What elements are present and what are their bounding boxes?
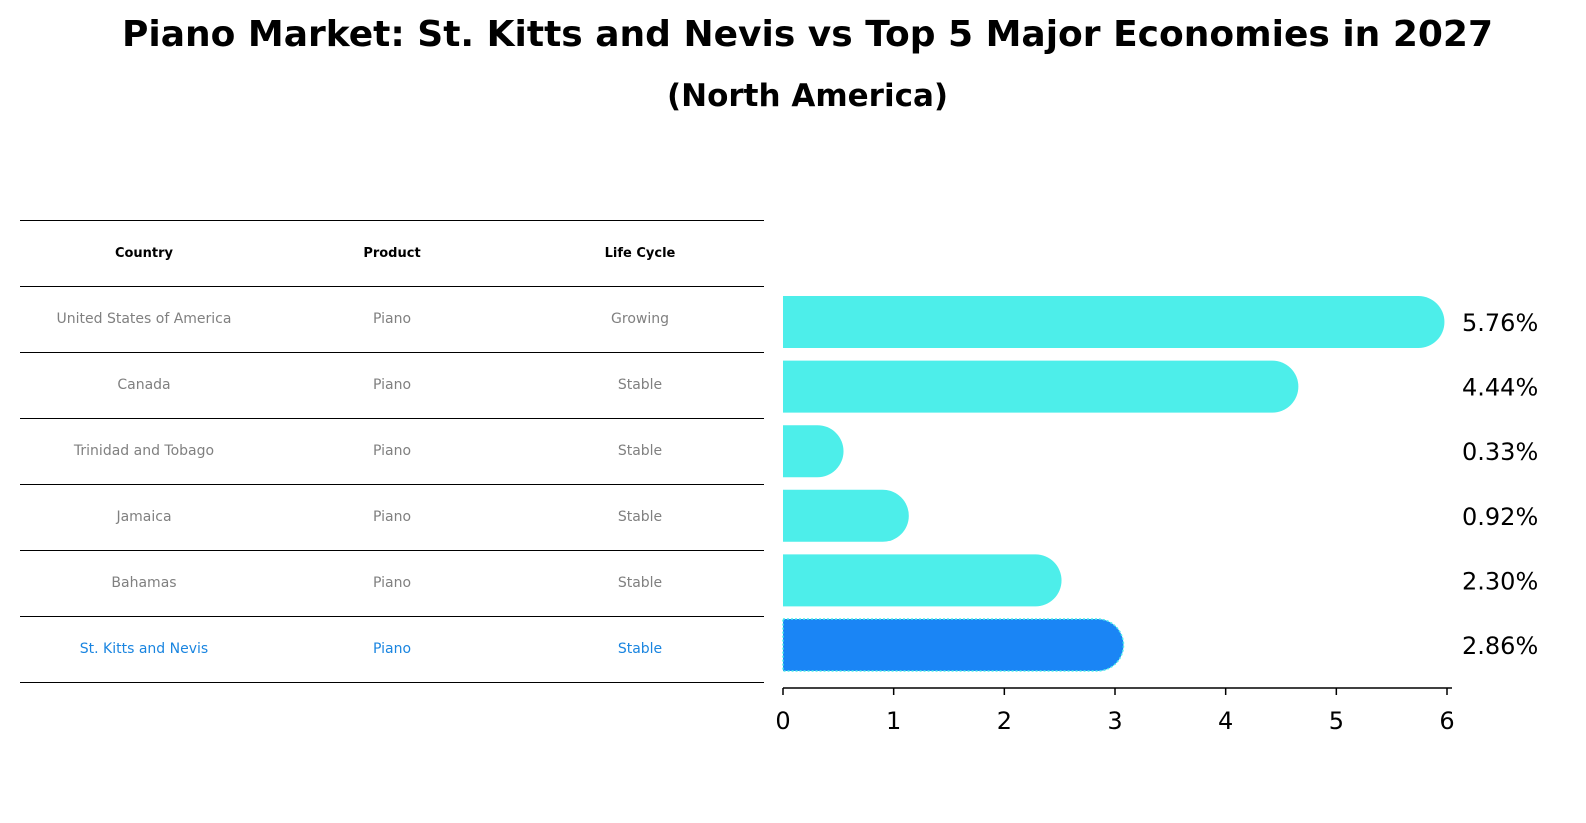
table-row: Bahamas Piano Stable [20, 550, 764, 616]
x-tick-label: 5 [1329, 707, 1344, 735]
cell-product: Piano [372, 575, 412, 591]
cell-country: Canada [117, 377, 171, 393]
table-row: United States of America Piano Growing [20, 286, 764, 352]
cell-life-cycle: Stable [617, 377, 663, 393]
table-header-row: Country Product Life Cycle [20, 220, 764, 286]
bar [783, 425, 844, 478]
table-divider [20, 484, 764, 485]
data-label: 0.92% [1462, 503, 1538, 531]
table-divider [20, 352, 764, 353]
cell-product: Piano [372, 641, 412, 657]
x-tick-label: 3 [1107, 707, 1122, 735]
table-row: Canada Piano Stable [20, 352, 764, 418]
cell-product: Piano [372, 377, 412, 393]
bar [783, 296, 1445, 348]
column-header-life-cycle: Life Cycle [604, 245, 676, 261]
bar-highlighted [782, 618, 1125, 672]
cell-country: Trinidad and Tobago [73, 443, 215, 459]
data-label: 2.30% [1462, 567, 1538, 595]
cell-country: United States of America [56, 311, 232, 327]
table-divider [20, 616, 764, 617]
bar [783, 360, 1299, 413]
cell-country: Bahamas [111, 575, 177, 591]
table-row: Jamaica Piano Stable [20, 484, 764, 550]
x-tick-label: 2 [997, 707, 1012, 735]
x-tick-label: 4 [1218, 707, 1233, 735]
column-header-country: Country [114, 245, 174, 261]
data-label: 0.33% [1462, 438, 1538, 466]
cell-life-cycle: Stable [617, 641, 663, 657]
cell-country: St. Kitts and Nevis [79, 641, 209, 657]
cell-life-cycle: Stable [617, 443, 663, 459]
cell-product: Piano [372, 509, 412, 525]
cell-country: Jamaica [116, 509, 172, 525]
bar [783, 554, 1062, 607]
table-divider [20, 220, 764, 221]
data-label: 5.76% [1462, 309, 1538, 337]
x-tick-label: 0 [775, 707, 790, 735]
data-label: 4.44% [1462, 374, 1538, 402]
cell-product: Piano [372, 443, 412, 459]
data-label: 2.86% [1462, 632, 1538, 660]
cell-life-cycle: Stable [617, 575, 663, 591]
table-divider [20, 286, 764, 287]
cell-life-cycle: Growing [611, 311, 669, 327]
cell-product: Piano [372, 311, 412, 327]
column-header-product: Product [363, 245, 421, 261]
cell-life-cycle: Stable [617, 509, 663, 525]
x-tick-label: 1 [886, 707, 901, 735]
table-row-highlighted: St. Kitts and Nevis Piano Stable [20, 616, 764, 682]
chart-title: Piano Market: St. Kitts and Nevis vs Top… [121, 14, 1494, 55]
table-divider [20, 418, 764, 419]
table-divider [20, 682, 764, 683]
table-divider [20, 550, 764, 551]
bar [783, 489, 909, 542]
x-tick-label: 6 [1439, 707, 1454, 735]
chart-subtitle: (North America) [666, 78, 949, 114]
table-row: Trinidad and Tobago Piano Stable [20, 418, 764, 484]
